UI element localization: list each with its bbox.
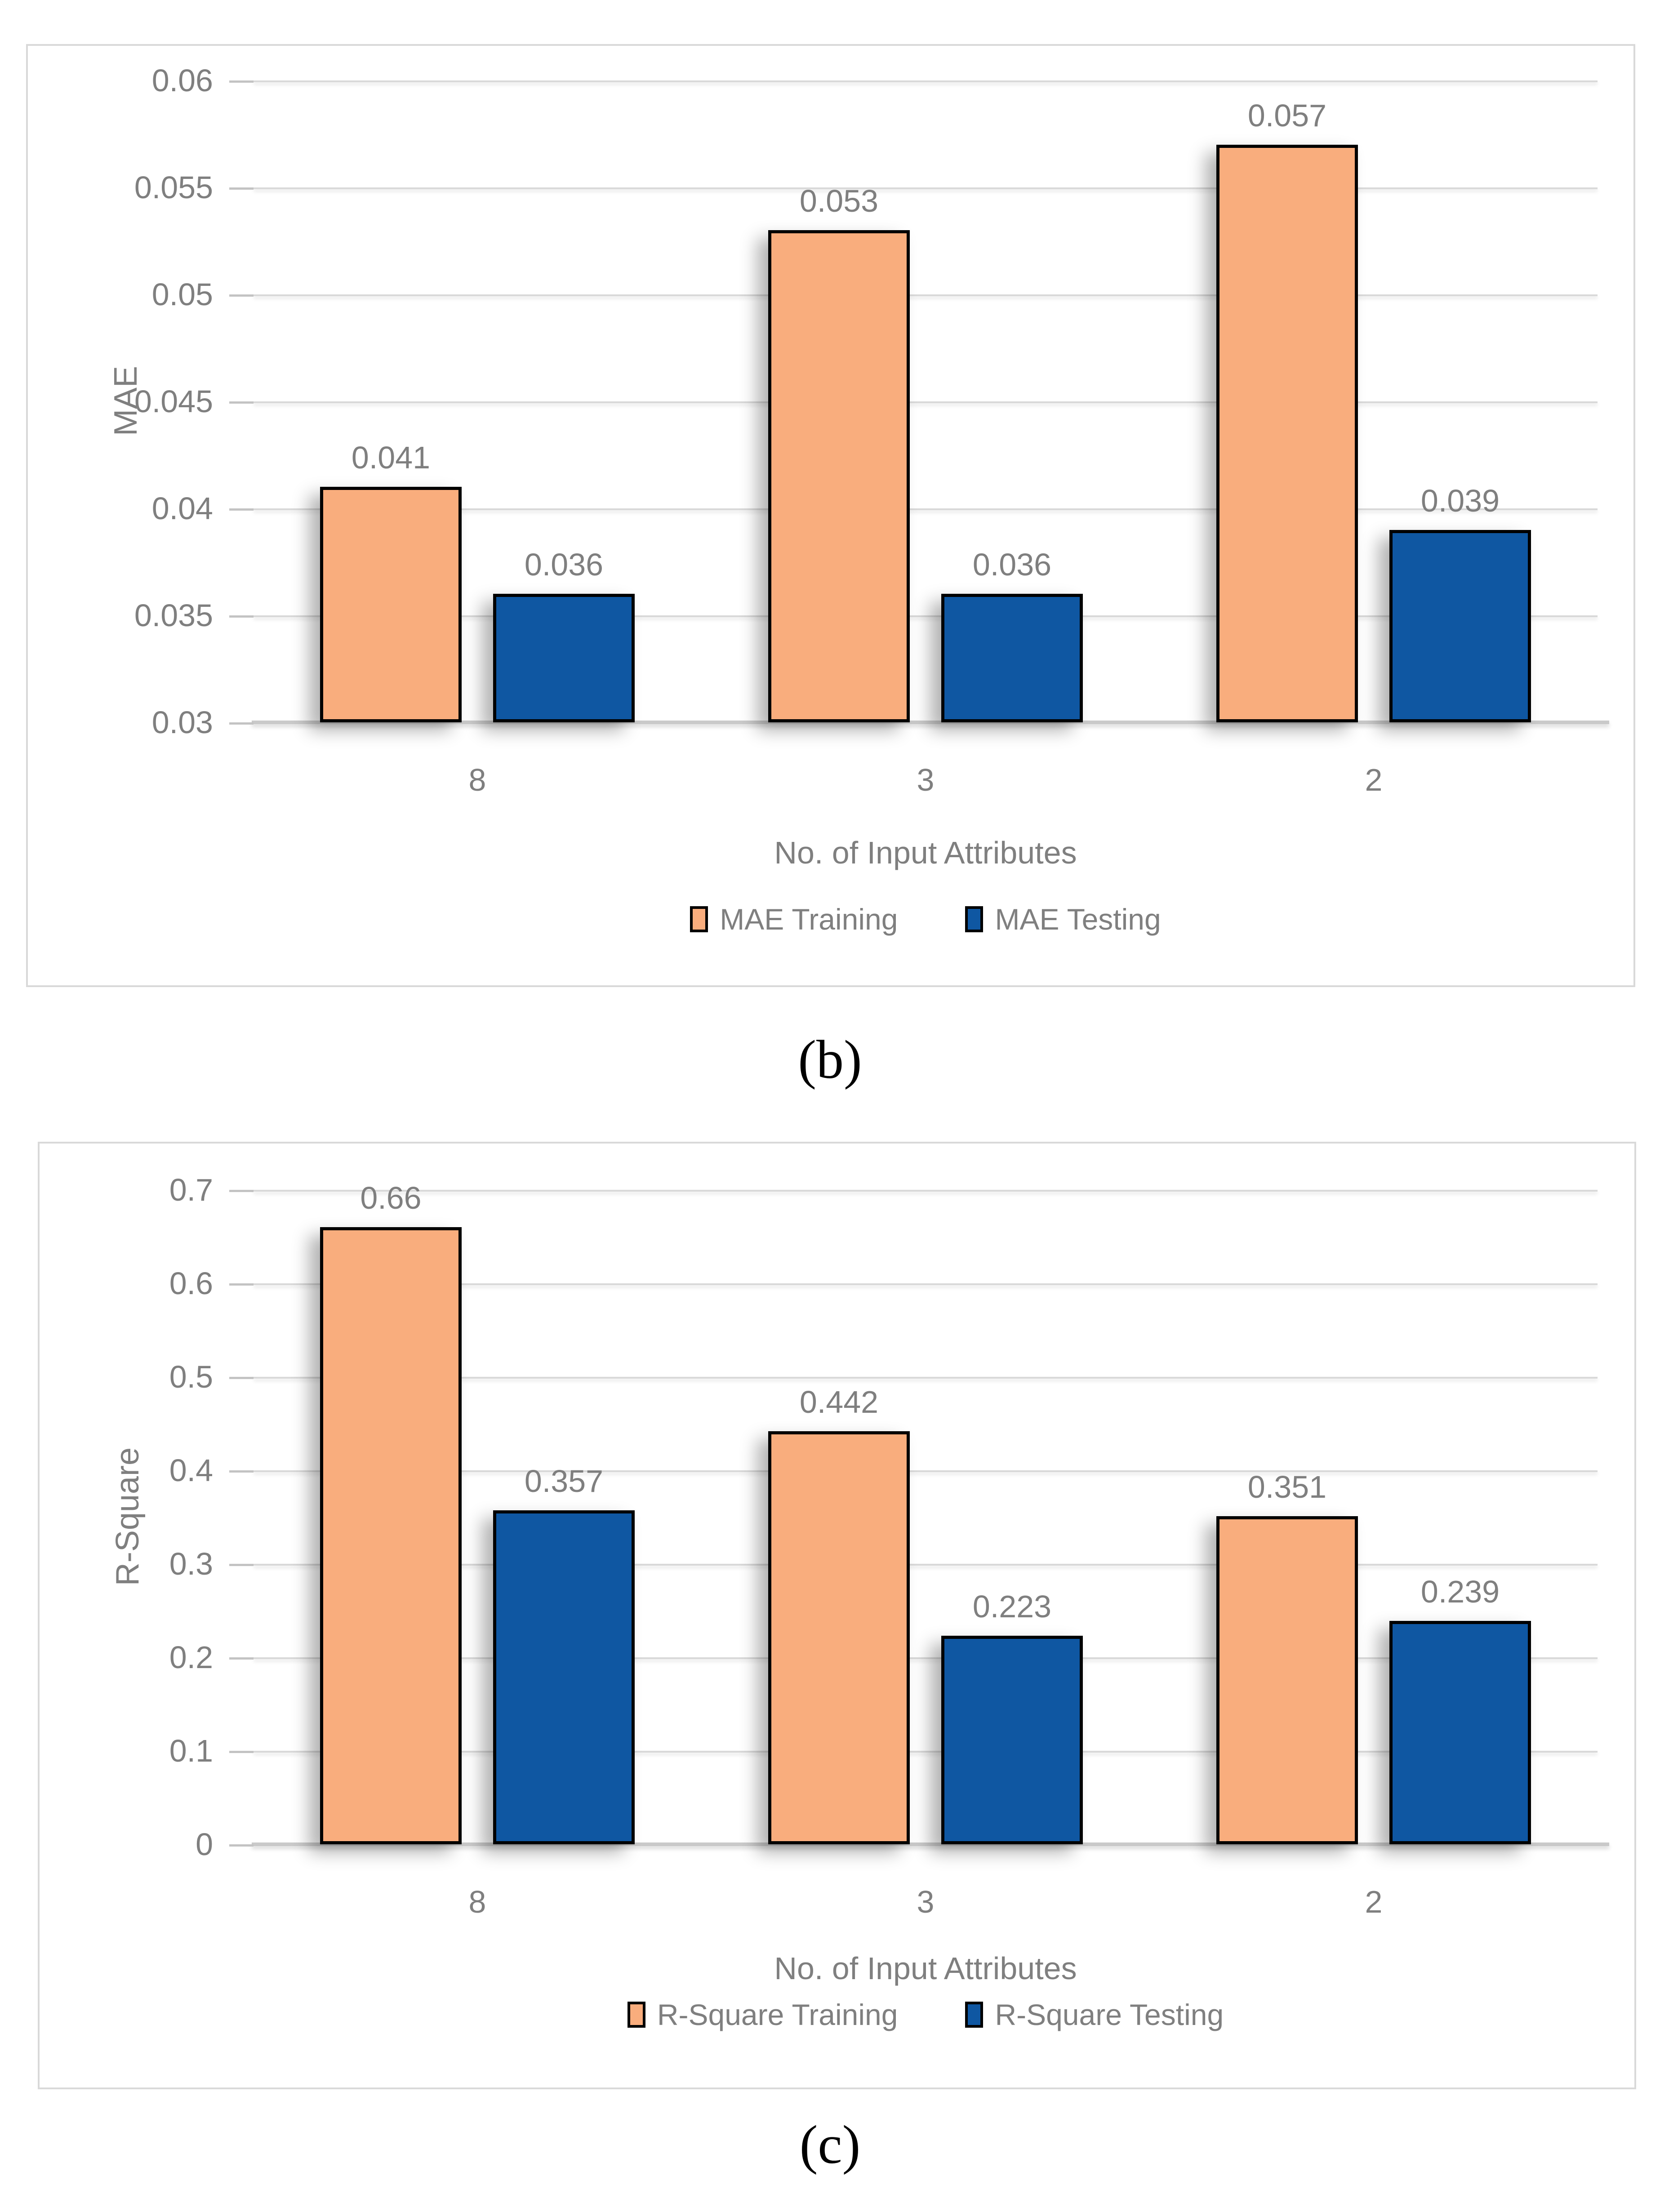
data-label: 0.036 [972, 547, 1052, 582]
bar-r-square-training-3 [768, 1431, 910, 1844]
gridline [254, 1751, 1598, 1753]
x-axis-line [252, 1843, 1609, 1846]
x-category-label: 2 [1365, 1884, 1383, 1919]
legend-item-training: MAE Training [690, 902, 898, 936]
y-tick [229, 1470, 254, 1473]
data-label: 0.351 [1247, 1469, 1327, 1504]
y-tick-label: 0.3 [169, 1546, 213, 1581]
x-axis-title: No. of Input Attributes [774, 1951, 1077, 1986]
y-tick [229, 1564, 254, 1566]
legend-swatch-testing [965, 906, 984, 932]
legend-label-testing: MAE Testing [995, 903, 1161, 936]
chart-panel-mae: MAE 0.06 0.055 0.05 0.045 0.04 0.035 0.03 8 0.04… [26, 44, 1635, 987]
bar-mae-testing-2 [1389, 530, 1531, 722]
legend-swatch-training [690, 906, 708, 932]
y-tick-label: 0.055 [134, 170, 213, 205]
y-tick [229, 187, 254, 190]
bar-mae-training-3 [768, 230, 910, 722]
data-label: 0.057 [1247, 98, 1327, 133]
legend-swatch-testing [965, 2002, 984, 2028]
x-category-label: 8 [468, 1884, 486, 1919]
legend: R-Square Training R-Square Testing [254, 1998, 1598, 2032]
x-category-label: 3 [917, 762, 935, 797]
bar-mae-testing-8 [493, 594, 635, 722]
y-tick-label: 0.6 [169, 1266, 213, 1301]
gridline [254, 187, 1598, 189]
y-tick [229, 1657, 254, 1660]
y-tick-label: 0 [196, 1827, 213, 1862]
gridline [254, 1470, 1598, 1472]
x-category-label: 2 [1365, 762, 1383, 797]
y-tick-label: 0.045 [134, 384, 213, 419]
bar-r-square-testing-8 [493, 1510, 635, 1844]
bar-mae-training-2 [1216, 145, 1358, 722]
caption-b: (b) [798, 1029, 862, 1090]
gridline [254, 401, 1598, 403]
gridline [254, 1657, 1598, 1659]
data-label: 0.223 [972, 1589, 1052, 1624]
bar-r-square-training-2 [1216, 1516, 1358, 1844]
bar-mae-training-8 [320, 487, 462, 722]
legend-item-training: R-Square Training [627, 1998, 898, 2032]
data-label: 0.036 [524, 547, 604, 582]
y-tick [229, 508, 254, 511]
bar-mae-testing-3 [941, 594, 1083, 722]
bar-r-square-training-8 [320, 1227, 462, 1844]
legend-swatch-training [627, 2002, 645, 2028]
y-tick [229, 1190, 254, 1192]
x-axis-line [252, 721, 1609, 724]
x-axis-title: No. of Input Attributes [774, 835, 1077, 870]
y-tick-label: 0.04 [151, 491, 213, 526]
y-tick [229, 401, 254, 404]
gridline [254, 80, 1598, 82]
data-label: 0.66 [360, 1180, 422, 1215]
y-tick [229, 294, 254, 297]
caption-c: (c) [799, 2114, 861, 2175]
y-tick-label: 0.03 [151, 705, 213, 740]
gridline [254, 615, 1598, 617]
y-tick-label: 0.4 [169, 1453, 213, 1488]
bar-r-square-testing-2 [1389, 1621, 1531, 1844]
legend: MAE Training MAE Testing [254, 902, 1598, 936]
data-label: 0.442 [799, 1384, 879, 1420]
gridline [254, 294, 1598, 296]
gridline [254, 1283, 1598, 1285]
y-tick-label: 0.05 [151, 277, 213, 312]
data-label: 0.041 [351, 440, 431, 475]
gridline [254, 1190, 1598, 1192]
bar-r-square-testing-3 [941, 1636, 1083, 1844]
data-label: 0.039 [1420, 483, 1500, 518]
y-tick [229, 1283, 254, 1286]
y-tick-label: 0.5 [169, 1359, 213, 1394]
y-tick-label: 0.7 [169, 1172, 213, 1207]
x-category-label: 8 [468, 762, 486, 797]
data-label: 0.053 [799, 183, 879, 218]
chart-panel-rsquare: R-Square 0.7 0.6 0.5 0.4 0.3 0.2 0.1 0 8 0.66 0.35… [38, 1142, 1636, 2089]
legend-item-testing: R-Square Testing [965, 1998, 1224, 2032]
y-tick-label: 0.06 [151, 63, 213, 98]
y-tick-label: 0.1 [169, 1733, 213, 1768]
plot-area: 0.06 0.055 0.05 0.045 0.04 0.035 0.03 8 0.041 0.0… [134, 63, 1609, 797]
legend-label-training: R-Square Training [657, 1998, 898, 2031]
legend-item-testing: MAE Testing [965, 902, 1161, 936]
legend-label-testing: R-Square Testing [995, 1998, 1224, 2031]
y-tick [229, 1751, 254, 1753]
y-tick-label: 0.035 [134, 598, 213, 633]
y-tick [229, 1377, 254, 1379]
y-tick-label: 0.2 [169, 1640, 213, 1675]
gridline [254, 508, 1598, 510]
data-label: 0.239 [1420, 1574, 1500, 1609]
legend-label-training: MAE Training [720, 903, 898, 936]
data-label: 0.357 [524, 1464, 604, 1499]
x-category-label: 3 [917, 1884, 935, 1919]
y-tick [229, 80, 254, 83]
y-tick [229, 615, 254, 618]
plot-area: 0.7 0.6 0.5 0.4 0.3 0.2 0.1 0 8 0.66 0.357 3 0.442 0.… [169, 1173, 1609, 1919]
y-tick [229, 722, 254, 725]
y-tick [229, 1844, 254, 1847]
gridline [254, 1564, 1598, 1566]
gridline [254, 1377, 1598, 1379]
